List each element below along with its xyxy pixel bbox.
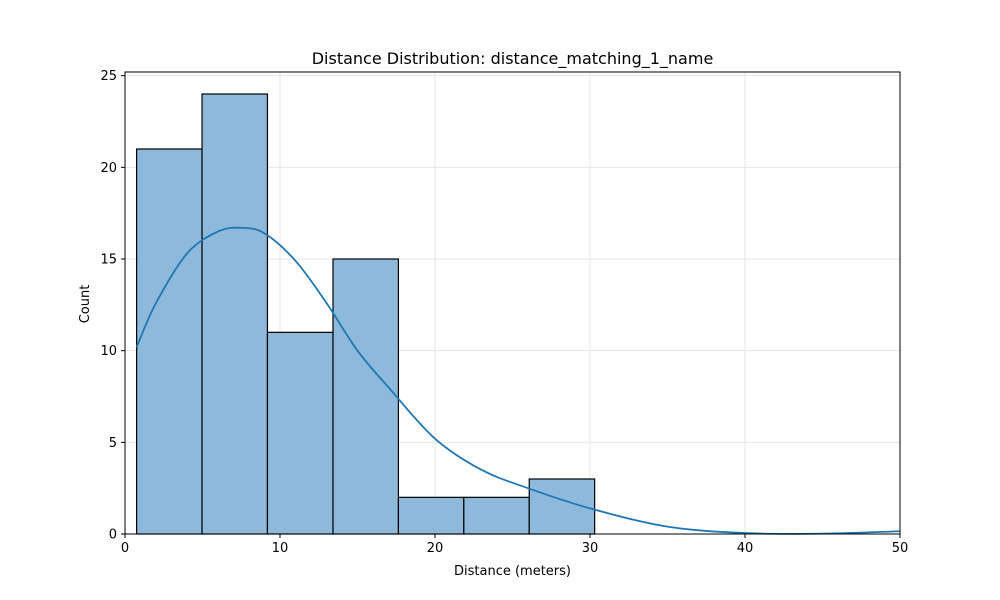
y-tick-label: 5 <box>109 436 117 451</box>
y-tick-label: 0 <box>109 528 117 543</box>
histogram-bar <box>397 496 465 535</box>
y-tick-label: 15 <box>100 253 117 268</box>
chart-title: Distance Distribution: distance_matching… <box>312 49 714 69</box>
y-tick-label: 20 <box>100 161 117 176</box>
histogram-bar <box>201 93 269 535</box>
x-tick-label: 50 <box>892 541 909 556</box>
y-tick-label: 25 <box>100 69 117 84</box>
histogram-bar <box>463 496 530 535</box>
x-tick-label: 20 <box>427 541 444 556</box>
bars-layer <box>136 93 596 535</box>
histogram-bar <box>136 148 203 535</box>
y-axis-label: Count <box>78 285 93 324</box>
histogram-bar <box>266 331 334 535</box>
ticks-layer: 0 10 20 30 40 50 0 5 10 15 20 25 <box>100 69 908 556</box>
plot-frame <box>124 71 901 535</box>
histogram-bar <box>332 258 400 535</box>
x-tick-label: 0 <box>121 541 129 556</box>
y-tick-label: 10 <box>100 344 117 359</box>
x-axis-label: Distance (meters) <box>454 564 571 579</box>
x-tick-label: 10 <box>272 541 289 556</box>
x-tick-label: 40 <box>737 541 754 556</box>
kde-line <box>135 226 901 535</box>
x-tick-label: 30 <box>582 541 599 556</box>
